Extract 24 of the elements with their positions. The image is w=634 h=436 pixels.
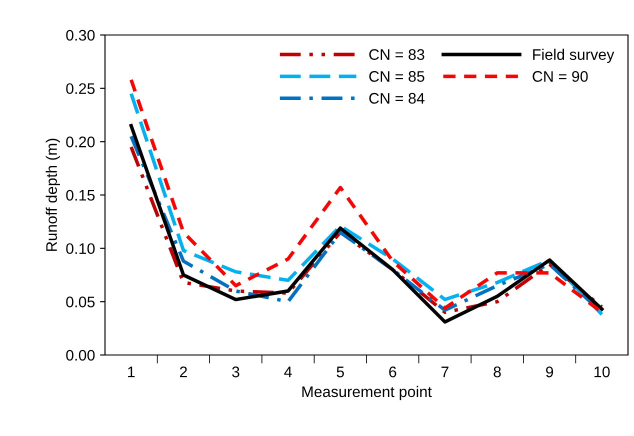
legend-label: Field survey	[533, 48, 614, 63]
x-tick-label: 8	[494, 366, 501, 378]
x-tick-label: 1	[128, 366, 135, 378]
x-tick-label: 3	[232, 366, 240, 378]
y-tick-label: 0.15	[66, 190, 95, 201]
x-tick-label: 10	[594, 366, 610, 378]
x-tick-label: 6	[389, 366, 396, 378]
legend-label: CN = 83	[369, 49, 424, 60]
x-tick-label: 5	[336, 366, 344, 378]
y-tick-label: 0.05	[66, 296, 95, 308]
y-axis-title: Runoff depth (m)	[46, 138, 60, 251]
y-tick-label: 0.10	[66, 243, 95, 254]
y-tick-label: 0.25	[66, 83, 95, 94]
y-tick-label: 0.30	[66, 30, 95, 41]
legend-label: CN = 85	[369, 71, 424, 82]
legend-label: CN = 84	[369, 92, 425, 104]
x-tick-label: 2	[180, 366, 187, 378]
legend-label: CN = 90	[532, 71, 588, 82]
x-axis-title: Measurement point	[302, 386, 432, 400]
y-tick-label: 0.20	[66, 136, 95, 148]
x-tick-label: 4	[284, 366, 292, 378]
y-tick-label: 0.00	[66, 350, 95, 361]
x-tick-label: 7	[441, 366, 448, 378]
x-tick-label: 9	[546, 366, 554, 378]
